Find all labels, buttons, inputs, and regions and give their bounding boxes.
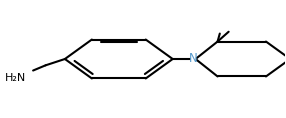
Text: N: N (189, 53, 198, 65)
Text: H₂N: H₂N (5, 73, 26, 83)
